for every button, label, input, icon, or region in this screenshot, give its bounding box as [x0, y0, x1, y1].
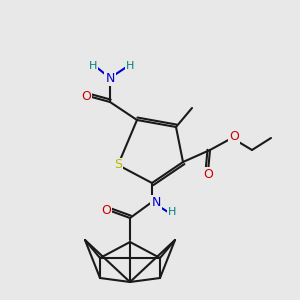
Text: N: N: [151, 196, 161, 208]
Text: H: H: [168, 207, 176, 217]
Text: N: N: [105, 71, 115, 85]
Text: O: O: [101, 203, 111, 217]
Text: H: H: [89, 61, 97, 71]
Text: H: H: [126, 61, 134, 71]
Text: O: O: [81, 89, 91, 103]
Text: S: S: [114, 158, 122, 172]
Text: O: O: [229, 130, 239, 142]
Text: O: O: [203, 167, 213, 181]
